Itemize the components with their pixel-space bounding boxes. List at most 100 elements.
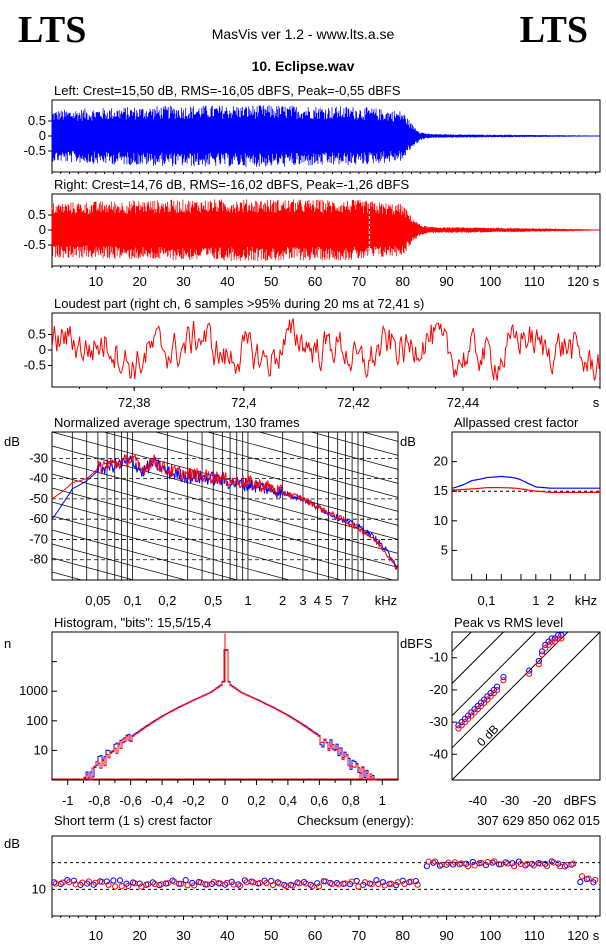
short-term-crest-point	[373, 877, 380, 884]
right-waveform-xtick-label: 80	[395, 274, 409, 289]
right-waveform-xtick-label: 110	[524, 274, 545, 289]
short-term-crest-checksum-value: 307 629 850 062 015	[477, 813, 600, 828]
short-term-crest-point	[289, 882, 296, 889]
short-term-crest-ylabel: dB	[4, 836, 20, 851]
peak-vs-rms-point	[464, 715, 472, 722]
peak-vs-rms-point	[500, 677, 507, 684]
allpassed-crest-ytick-label: 5	[441, 542, 448, 557]
average-spectrum-xtick-label: 0,1	[124, 593, 142, 608]
peak-vs-rms-point	[474, 702, 481, 710]
short-term-crest-point	[510, 863, 518, 870]
short-term-crest-point	[348, 878, 355, 885]
short-term-crest-point	[250, 879, 257, 886]
peak-vs-rms-point	[461, 715, 468, 722]
loudest-part-signal	[51, 318, 600, 382]
short-term-crest-panel: Short term (1 s) crest factor Checksum (e…	[4, 813, 601, 943]
histogram-ylabel: n	[4, 636, 11, 651]
right-waveform-ytick-label: 0	[39, 222, 46, 237]
short-term-crest-point	[438, 861, 445, 868]
average-spectrum-slope-line	[52, 557, 135, 580]
peak-vs-rms-point	[481, 699, 488, 706]
average-spectrum-ytick-label: -30	[29, 450, 48, 465]
allpassed-crest-title: Allpassed crest factor	[454, 415, 579, 430]
peak-vs-rms-ytick-label: -10	[429, 650, 448, 665]
peak-vs-rms-point	[490, 686, 497, 694]
short-term-crest-xtick-label: 20	[132, 928, 146, 943]
peak-vs-rms-point	[455, 725, 462, 732]
short-term-crest-point	[110, 877, 117, 884]
short-term-crest-point	[355, 883, 362, 890]
histogram-xtick-label: -0,8	[88, 793, 110, 808]
short-term-crest-point	[471, 862, 478, 869]
peak-vs-rms-point	[471, 709, 478, 716]
average-spectrum-slope-line	[52, 459, 398, 554]
short-term-crest-point	[204, 881, 211, 888]
histogram-title: Histogram, "bits": 15,5/15,4	[54, 615, 211, 630]
right-waveform-xtick-label: 10	[89, 274, 103, 289]
short-term-crest-point	[144, 881, 152, 888]
average-spectrum-slope-line	[258, 432, 398, 470]
short-term-crest-point	[530, 862, 537, 869]
right-waveform-xtick-label: 30	[176, 274, 190, 289]
short-term-crest-point	[361, 879, 369, 886]
short-term-crest-point	[256, 879, 263, 887]
short-term-crest-point	[484, 858, 491, 866]
peak-vs-rms-xtick-label: -20	[533, 793, 552, 808]
allpassed-crest-x-unit: kHz	[575, 593, 597, 608]
short-term-crest-point	[407, 878, 415, 885]
loudest-part-xtick-label: 72,4	[231, 395, 256, 410]
average-spectrum-xtick-label: 0,5	[204, 593, 222, 608]
allpassed-crest-xtick-label: 1	[532, 593, 539, 608]
lts-logo-right: LTS	[519, 9, 588, 51]
short-term-crest-point	[230, 881, 237, 888]
average-spectrum-slope-line	[52, 543, 187, 580]
short-term-crest-point	[557, 863, 564, 870]
right-waveform-xtick-label: 100	[480, 274, 502, 289]
loudest-part-frame	[51, 312, 601, 388]
average-spectrum-xtick-label: 3	[299, 593, 306, 608]
histogram-xtick-label: -0,4	[151, 793, 173, 808]
short-term-crest-point	[496, 861, 503, 868]
allpassed-crest-ytick-label: 20	[434, 454, 448, 469]
average-spectrum-frame	[51, 431, 399, 581]
peak-vs-rms-point	[548, 638, 555, 645]
short-term-crest-point	[90, 881, 97, 888]
histogram-ytick-label: 10	[34, 742, 48, 757]
right-waveform-xtick-label: 90	[439, 274, 453, 289]
short-term-crest-point	[342, 880, 349, 887]
short-term-crest-point	[197, 879, 204, 886]
peak-vs-rms-point	[526, 667, 533, 674]
app-title: MasVis ver 1.2 - www.lts.a.se	[211, 26, 395, 42]
left-waveform-panel: Left: Crest=15,50 dB, RMS=-16,05 dBFS, P…	[24, 83, 601, 174]
histogram-ytick-label: 1000	[19, 683, 48, 698]
peak-vs-rms-point	[477, 702, 485, 710]
short-term-crest-point	[563, 862, 570, 869]
peak-vs-rms-title: Peak vs RMS level	[454, 615, 563, 630]
average-spectrum-plot-area	[52, 432, 398, 580]
left-waveform-ytick-label: 0.5	[28, 113, 46, 128]
allpassed-crest-ylabel: dB	[400, 434, 416, 449]
allpassed-crest-panel: Allpassed crest factor 20 15 10 5 dB 0,1 1 2 kHz	[400, 415, 601, 608]
short-term-crest-point	[524, 860, 531, 868]
average-spectrum-ytick-label: -40	[29, 471, 48, 486]
peak-vs-rms-point	[542, 644, 549, 652]
average-spectrum-xtick-label: 4	[314, 593, 321, 608]
allpassed-crest-xtick-label: 2	[547, 593, 554, 608]
right-waveform-xtick-label: 20	[132, 274, 146, 289]
short-term-crest-point	[577, 878, 584, 886]
short-term-crest-point	[52, 880, 60, 887]
short-term-crest-point	[381, 882, 388, 889]
short-term-crest-point	[92, 879, 99, 886]
allpassed-crest-frame	[451, 431, 601, 581]
peak-vs-rms-point	[542, 641, 549, 648]
short-term-crest-point	[138, 883, 145, 890]
left-waveform-ytick-label: -0.5	[24, 143, 46, 158]
peak-vs-rms-point	[500, 673, 507, 681]
loudest-part-x-unit: s	[593, 395, 600, 410]
histogram-xtick-label: 0,4	[279, 793, 297, 808]
left-waveform-title: Left: Crest=15,50 dB, RMS=-16,05 dBFS, P…	[54, 83, 401, 98]
right-waveform-xtick-label: 40	[220, 274, 234, 289]
loudest-part-ytick-label: 0.5	[28, 327, 46, 342]
